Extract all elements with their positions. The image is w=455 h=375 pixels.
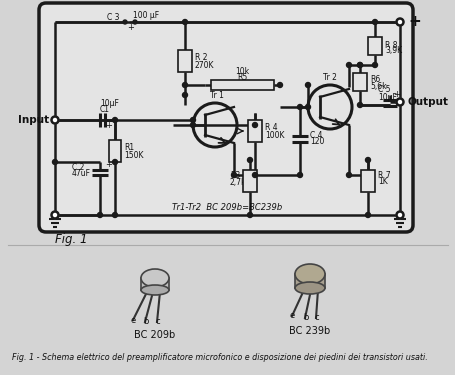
Bar: [294, 274, 324, 288]
Text: 10μF: 10μF: [100, 99, 119, 108]
Circle shape: [396, 18, 403, 26]
Text: R 8: R 8: [384, 40, 397, 50]
FancyBboxPatch shape: [39, 3, 412, 232]
Circle shape: [182, 20, 187, 24]
Circle shape: [396, 99, 403, 105]
Text: 10k: 10k: [234, 68, 248, 76]
Circle shape: [231, 172, 236, 177]
Circle shape: [357, 63, 362, 68]
Circle shape: [51, 211, 58, 219]
Circle shape: [396, 211, 403, 219]
Bar: [211, 80, 273, 90]
Text: e: e: [289, 311, 294, 320]
Text: C 5: C 5: [377, 86, 389, 94]
Text: c: c: [155, 317, 160, 326]
Ellipse shape: [294, 264, 324, 284]
Text: Tr1-Tr2  BC 209b=BC239b: Tr1-Tr2 BC 209b=BC239b: [172, 204, 282, 213]
Circle shape: [133, 20, 136, 24]
Text: 10μF: 10μF: [377, 93, 396, 102]
Text: R6: R6: [369, 75, 379, 84]
Bar: [367, 37, 381, 55]
Circle shape: [346, 63, 351, 68]
Circle shape: [357, 63, 362, 68]
Text: +: +: [127, 22, 134, 32]
Circle shape: [297, 172, 302, 177]
Text: +: +: [392, 90, 399, 99]
Text: 100 μF: 100 μF: [133, 12, 159, 21]
Text: b: b: [143, 317, 148, 326]
Circle shape: [372, 63, 377, 68]
Bar: [141, 278, 169, 290]
Text: Output: Output: [407, 97, 448, 107]
Circle shape: [123, 20, 127, 24]
Circle shape: [297, 105, 302, 110]
Text: 47uF: 47uF: [72, 170, 91, 178]
Bar: [109, 140, 121, 162]
Bar: [352, 73, 366, 91]
Circle shape: [247, 213, 252, 217]
Text: Input: Input: [18, 115, 49, 125]
Circle shape: [112, 159, 117, 165]
Text: 120: 120: [309, 138, 324, 147]
Circle shape: [190, 117, 195, 123]
Text: 1K: 1K: [377, 177, 387, 186]
Ellipse shape: [141, 269, 169, 287]
Circle shape: [97, 213, 102, 217]
Circle shape: [190, 123, 195, 128]
Text: Fig. 1 - Schema elettrico del preamplificatore microfonico e disposizione dei pi: Fig. 1 - Schema elettrico del preamplifi…: [12, 354, 427, 363]
Circle shape: [357, 102, 362, 108]
Text: 100K: 100K: [264, 130, 284, 140]
Text: R 4: R 4: [264, 123, 277, 132]
Text: 5,6k: 5,6k: [369, 81, 386, 90]
Text: e: e: [130, 316, 135, 325]
Text: +: +: [105, 160, 111, 169]
Text: C 2: C 2: [72, 164, 84, 172]
Text: C1: C1: [100, 105, 110, 114]
Bar: [243, 170, 257, 192]
Text: 3,9K: 3,9K: [384, 46, 401, 56]
Text: 150K: 150K: [124, 150, 143, 159]
Text: R1: R1: [124, 144, 134, 153]
Text: BC 209b: BC 209b: [134, 330, 175, 340]
Text: +: +: [407, 15, 420, 30]
Text: C 4: C 4: [309, 132, 322, 141]
Text: 2,7k: 2,7k: [229, 177, 246, 186]
Ellipse shape: [141, 285, 169, 295]
Text: Tr 2: Tr 2: [322, 73, 336, 82]
Circle shape: [112, 213, 117, 217]
Circle shape: [252, 123, 257, 128]
Circle shape: [346, 172, 351, 177]
Circle shape: [182, 82, 187, 87]
Text: C 3: C 3: [107, 13, 120, 22]
Text: b: b: [303, 313, 308, 322]
Bar: [360, 170, 374, 192]
Ellipse shape: [294, 282, 324, 294]
Text: c: c: [314, 313, 318, 322]
Circle shape: [365, 158, 369, 162]
Text: Tr 1: Tr 1: [210, 91, 223, 100]
Bar: [248, 120, 262, 142]
Text: R3: R3: [229, 171, 240, 180]
Bar: [177, 50, 192, 72]
Circle shape: [51, 117, 58, 123]
Circle shape: [247, 158, 252, 162]
Circle shape: [305, 105, 310, 110]
Text: R5: R5: [236, 74, 247, 82]
Circle shape: [112, 117, 117, 123]
Text: +: +: [105, 121, 111, 130]
Circle shape: [305, 82, 310, 87]
Circle shape: [277, 82, 282, 87]
Circle shape: [372, 20, 377, 24]
Text: R 7: R 7: [377, 171, 390, 180]
Text: BC 239b: BC 239b: [289, 326, 330, 336]
Circle shape: [365, 213, 369, 217]
Circle shape: [252, 172, 257, 177]
Circle shape: [182, 93, 187, 98]
Circle shape: [52, 159, 57, 165]
Text: Fig. 1: Fig. 1: [55, 233, 87, 246]
Text: R 2: R 2: [195, 54, 207, 63]
Text: 270K: 270K: [195, 60, 214, 69]
